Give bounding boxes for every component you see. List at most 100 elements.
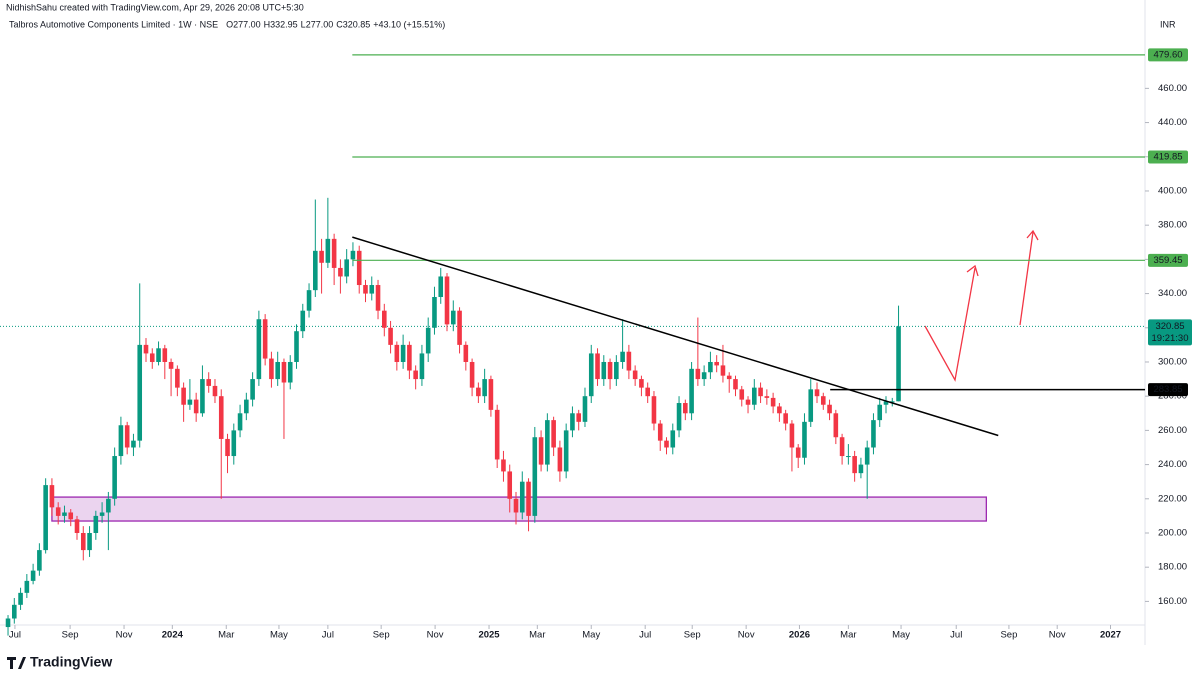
candle-body xyxy=(764,396,770,398)
candle-body xyxy=(795,447,801,458)
candle-body xyxy=(294,331,299,362)
candle-body xyxy=(802,421,807,458)
candle-body xyxy=(871,420,876,448)
candle-body xyxy=(68,512,74,520)
candle-body xyxy=(689,368,694,414)
candle-body xyxy=(156,348,161,362)
candle-body xyxy=(576,413,582,422)
x-tick-label: Nov xyxy=(116,630,133,641)
candle-body xyxy=(820,396,826,405)
candle-body xyxy=(632,370,638,380)
candle-body xyxy=(726,375,732,380)
candle-body xyxy=(494,409,500,460)
y-tick-label: 300.00 xyxy=(1158,356,1187,367)
candle-body xyxy=(808,389,814,422)
level-label: 359.45 xyxy=(1153,255,1182,266)
symbol: Talbros Automotive Components Limited · … xyxy=(9,19,218,29)
candle-body xyxy=(143,344,149,354)
y-tick-label: 200.00 xyxy=(1158,528,1187,539)
candle-body xyxy=(231,430,237,457)
legend-key: C xyxy=(336,19,343,29)
candle-body xyxy=(74,519,80,533)
candle-body xyxy=(889,401,895,403)
candle-body xyxy=(601,361,607,380)
candle-body xyxy=(444,276,450,325)
y-tick-label: 460.00 xyxy=(1158,83,1187,94)
candle-body xyxy=(5,618,11,628)
candle-body xyxy=(168,361,174,369)
x-tick-label: Mar xyxy=(840,630,856,641)
legend-key: H xyxy=(264,19,271,29)
candle-body xyxy=(200,379,205,414)
candle-body xyxy=(262,319,268,359)
candle-body xyxy=(501,459,506,472)
candle-body xyxy=(244,399,249,414)
candle-body xyxy=(118,425,124,457)
level-tag xyxy=(1148,383,1188,397)
candle-body xyxy=(570,413,575,431)
x-tick-label: 2027 xyxy=(1100,630,1121,641)
candle-body xyxy=(783,413,788,424)
currency: INR xyxy=(1160,19,1176,29)
candle-body xyxy=(507,471,513,499)
candle-body xyxy=(149,353,155,362)
candle-body xyxy=(313,250,318,291)
candle-body xyxy=(883,401,889,405)
candle-body xyxy=(93,515,99,533)
x-tick-label: May xyxy=(892,630,910,641)
candle-body xyxy=(852,456,857,474)
candle-body xyxy=(733,379,738,390)
x-tick-label: Jul xyxy=(950,630,962,641)
candle-body xyxy=(657,423,663,441)
candle-body xyxy=(162,348,168,362)
x-tick-label: Nov xyxy=(738,630,755,641)
candle-body xyxy=(344,259,349,277)
candle-body xyxy=(476,387,481,397)
candle-body xyxy=(450,310,456,325)
candle-body xyxy=(30,570,36,581)
candle-body xyxy=(49,485,55,508)
y-tick-label: 240.00 xyxy=(1158,459,1187,470)
candle-body xyxy=(11,604,17,619)
y-tick-label: 220.00 xyxy=(1158,493,1187,504)
candle-body xyxy=(193,399,199,414)
candle-body xyxy=(237,413,243,431)
x-tick-label: Jul xyxy=(322,630,334,641)
x-tick-label: May xyxy=(582,630,600,641)
candle-body xyxy=(43,485,48,551)
y-tick-label: 400.00 xyxy=(1158,185,1187,196)
candle-body xyxy=(187,399,193,405)
candle-body xyxy=(24,580,30,593)
candle-body xyxy=(595,353,600,380)
candle-body xyxy=(325,238,331,263)
legend-value: 277.00 xyxy=(233,19,261,29)
candle-body xyxy=(745,399,751,405)
candle-body xyxy=(300,310,306,332)
last-price-label: 320.85 xyxy=(1155,321,1184,332)
legend-key: O xyxy=(226,19,233,29)
x-tick-label: Jul xyxy=(9,630,21,641)
candle-body xyxy=(225,438,230,457)
candle-body xyxy=(394,344,400,362)
candle-body xyxy=(651,396,657,424)
candle-body xyxy=(563,430,569,472)
candle-body xyxy=(639,379,644,388)
y-tick-label: 260.00 xyxy=(1158,425,1187,436)
annotation-arrows xyxy=(924,229,1039,382)
candle-body xyxy=(287,361,293,383)
candle-body xyxy=(545,420,550,465)
candle-body xyxy=(620,351,625,362)
candle-body xyxy=(55,507,61,516)
candle-body xyxy=(338,267,343,277)
candle-body xyxy=(714,361,719,366)
candle-body xyxy=(614,361,619,380)
candle-body xyxy=(827,404,832,414)
candle-body xyxy=(864,447,870,465)
candle-body xyxy=(131,440,136,448)
credit: NidhishSahu created with TradingView.com… xyxy=(6,2,304,12)
candle-body xyxy=(664,440,669,448)
candle-body xyxy=(62,512,67,516)
candle-body xyxy=(708,361,713,373)
candle-body xyxy=(425,327,431,354)
candle-body xyxy=(18,592,23,605)
